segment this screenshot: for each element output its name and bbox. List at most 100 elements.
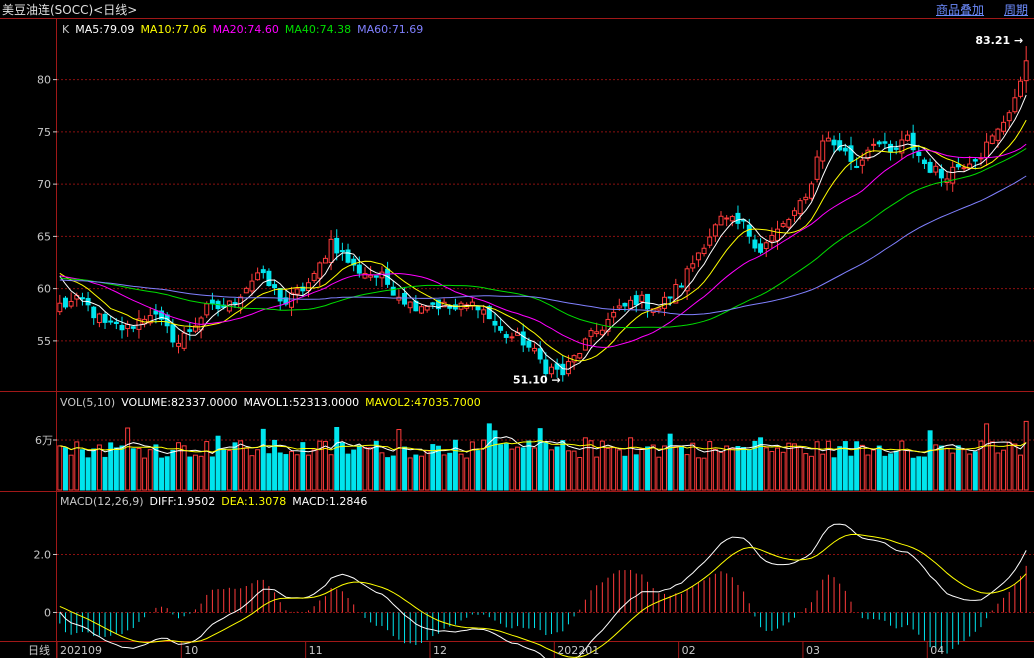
candle-body [961, 167, 967, 170]
volume-bar [656, 456, 662, 491]
candle-body [910, 132, 916, 151]
volume-bar [221, 449, 227, 491]
candle-body [695, 252, 701, 261]
volume-bar [797, 447, 803, 491]
volume-bar [662, 445, 667, 491]
candle-body [701, 247, 707, 255]
candle-body [277, 287, 283, 302]
candle-body [673, 284, 679, 304]
volume-bar [317, 440, 323, 491]
ma20-line [59, 143, 1027, 348]
volume-bar [198, 455, 204, 491]
candle-body [876, 141, 882, 145]
volume-bar [1001, 449, 1007, 491]
candlestick-series [57, 46, 1029, 383]
candle-body [481, 309, 487, 315]
volume-bar [204, 441, 210, 491]
candle-body [758, 243, 764, 253]
date-label: 03 [806, 644, 820, 657]
volume-bar [396, 429, 402, 491]
volume-tick-label: 6万 [35, 434, 53, 447]
volume-bar [125, 427, 131, 491]
candle-body [763, 242, 769, 249]
volume-bar [102, 456, 108, 491]
candle-body [266, 270, 272, 287]
volume-bar [825, 440, 831, 491]
candle-body [645, 293, 651, 310]
candle-body [639, 294, 645, 302]
candle-body [537, 348, 543, 360]
candle-body [622, 302, 628, 307]
volume-bar [944, 447, 950, 491]
volume-bar [215, 435, 221, 491]
candle-body [995, 128, 1001, 141]
volume-bar [424, 450, 430, 491]
volume-bar [888, 453, 894, 491]
candle-body [396, 296, 402, 301]
volume-bar [594, 456, 600, 491]
volume-bar [984, 423, 990, 491]
volume-bar [905, 449, 910, 491]
volume-bar [893, 450, 899, 491]
volume-bar [266, 453, 272, 491]
candle-body [373, 275, 379, 278]
candle-body [633, 295, 639, 306]
volume-bar [164, 456, 170, 491]
high-low-annotations: 83.21 → 51.10 → [513, 34, 1023, 387]
date-label: 04 [930, 644, 944, 657]
volume-bar [571, 450, 577, 491]
volume-bar [678, 445, 684, 491]
candle-body [571, 355, 577, 363]
ma60-line [59, 175, 1027, 316]
legend-macd: MACD:1.2846 [292, 495, 367, 508]
volume-bar [226, 450, 232, 491]
candle-body [565, 361, 571, 375]
volume-bar [430, 444, 436, 491]
mavol1-line [59, 436, 1027, 455]
candle-body [170, 324, 176, 343]
volume-bar [311, 449, 317, 491]
date-label: 02 [682, 644, 696, 657]
candle-body [147, 315, 153, 324]
volume-bar [192, 454, 198, 491]
volume-bar [322, 440, 328, 491]
volume-bar [938, 445, 944, 491]
candle-body [921, 159, 927, 165]
candle-body [678, 285, 684, 288]
candle-body [808, 183, 814, 199]
candle-body [356, 264, 362, 274]
volume-bar [543, 441, 549, 491]
candle-body [842, 147, 848, 152]
candle-body [283, 297, 289, 305]
volume-bar [707, 441, 713, 491]
volume-bar [481, 439, 487, 491]
volume-bar [339, 442, 345, 491]
candle-body [797, 200, 803, 215]
candle-body [294, 288, 300, 295]
commodity-overlay-button[interactable]: 商品叠加 [936, 3, 985, 17]
volume-bar [283, 454, 289, 491]
volume-bar [865, 454, 871, 491]
candle-body [68, 300, 74, 307]
candle-body [345, 249, 351, 263]
candle-body [402, 292, 408, 305]
volume-bar [628, 437, 634, 491]
volume-bar [933, 444, 939, 491]
candle-body [684, 268, 690, 292]
candle-body [317, 262, 323, 279]
volume-bar [486, 423, 492, 491]
period-button[interactable]: 周期 [1004, 3, 1029, 17]
candle-body [305, 282, 311, 292]
volume-bar [435, 445, 441, 491]
legend-dea: DEA:1.3078 [221, 495, 286, 508]
volume-bar [249, 455, 255, 491]
candle-body [859, 159, 865, 166]
candle-body [972, 159, 978, 162]
candle-body [950, 166, 956, 184]
price-tick-label: 80 [37, 74, 51, 87]
candle-body [96, 313, 102, 324]
candle-body [1006, 112, 1012, 122]
candle-body [419, 306, 424, 314]
volume-bar [916, 456, 922, 491]
